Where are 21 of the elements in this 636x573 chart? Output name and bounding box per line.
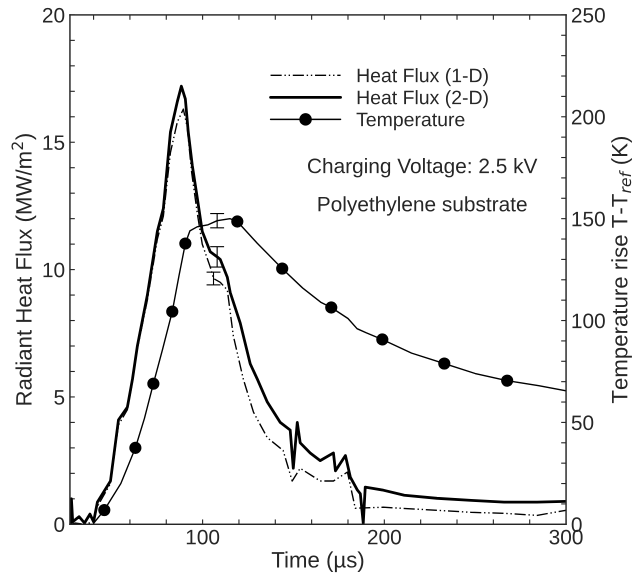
x-tick-label: 100 [186, 530, 220, 544]
y2-tick-label: 50 [572, 415, 594, 430]
annotation: Polyethylene substrate [318, 196, 527, 216]
y-tick-label: 5 [54, 390, 64, 405]
y-axis-title: Radiant Heat Flux (MW/m$^{2}$) [11, 134, 36, 405]
annotation: Charging Voltage: 2.5 kV [308, 158, 538, 178]
legend-label: Temperature [356, 112, 464, 130]
x-axis-title: Time (µs) [272, 551, 364, 572]
y-tick-label: 15 [44, 135, 64, 150]
y2-tick-label: 100 [572, 314, 605, 328]
x-tick-label: 200 [368, 530, 401, 544]
y2-tick-label: 250 [572, 8, 605, 23]
x-tick-label: 300 [549, 530, 583, 544]
y2-axis-title: Temperature rise T-T$_{ref}$ (K) [611, 137, 632, 404]
y-tick-label: 0 [54, 517, 64, 532]
y2-tick-label: 150 [572, 212, 605, 226]
y-tick-label: 10 [44, 262, 64, 278]
legend-label: Heat Flux (2-D) [358, 90, 488, 108]
legend-label: Heat Flux (1-D) [358, 68, 488, 86]
y2-tick-label: 200 [572, 110, 605, 125]
y-tick-label: 20 [42, 8, 64, 23]
